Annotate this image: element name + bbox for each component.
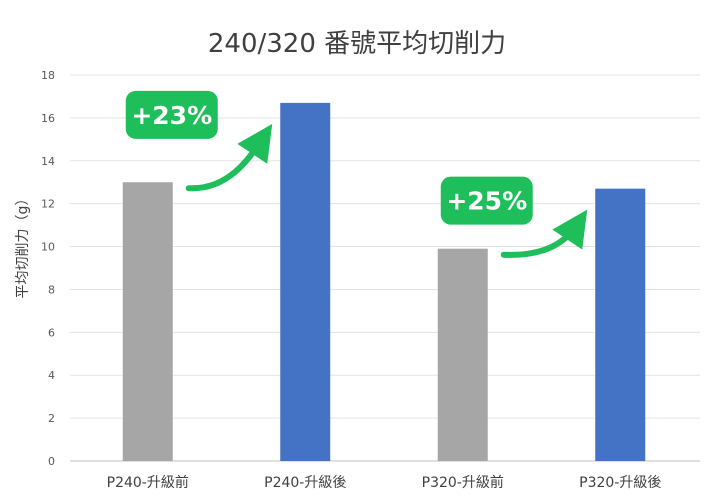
bar — [595, 188, 646, 461]
y-tick-label: 6 — [48, 326, 55, 339]
y-tick-label: 4 — [48, 369, 55, 382]
increase-arrow — [185, 123, 273, 192]
change-badge-label: +25% — [446, 187, 527, 216]
y-tick-label: 10 — [41, 241, 55, 254]
y-tick-label: 14 — [41, 155, 55, 168]
y-tick-label: 18 — [41, 69, 55, 82]
y-axis-label: 平均切削力（g） — [15, 192, 31, 299]
chart-title: 240/320 番號平均切削力 — [208, 29, 506, 59]
change-badge — [125, 90, 218, 139]
annotations: +23% +25% — [125, 90, 588, 258]
x-tick-label: P240-升級前 — [107, 474, 189, 491]
bar — [280, 102, 331, 461]
bars — [122, 102, 646, 461]
y-tick-label: 0 — [48, 455, 55, 468]
x-tick-label: P320-升級後 — [579, 475, 661, 491]
y-tick-label: 16 — [41, 112, 55, 125]
bar — [437, 248, 488, 461]
increase-arrow — [500, 209, 588, 258]
change-badge-label: +23% — [131, 101, 212, 130]
bar — [122, 182, 173, 461]
y-tick-label: 12 — [41, 198, 55, 211]
gridlines — [70, 74, 700, 462]
change-badge — [440, 176, 533, 225]
y-tick-label: 8 — [48, 283, 55, 296]
y-tick-label: 2 — [48, 412, 55, 425]
x-tick-labels: P240-升級前 P240-升級後 P320-升級前 P320-升級後 — [107, 474, 662, 491]
x-tick-label: P240-升級後 — [264, 475, 346, 491]
y-tick-labels: 0 2 4 6 8 10 12 14 16 18 — [41, 69, 55, 468]
x-tick-label: P320-升級前 — [422, 474, 504, 491]
